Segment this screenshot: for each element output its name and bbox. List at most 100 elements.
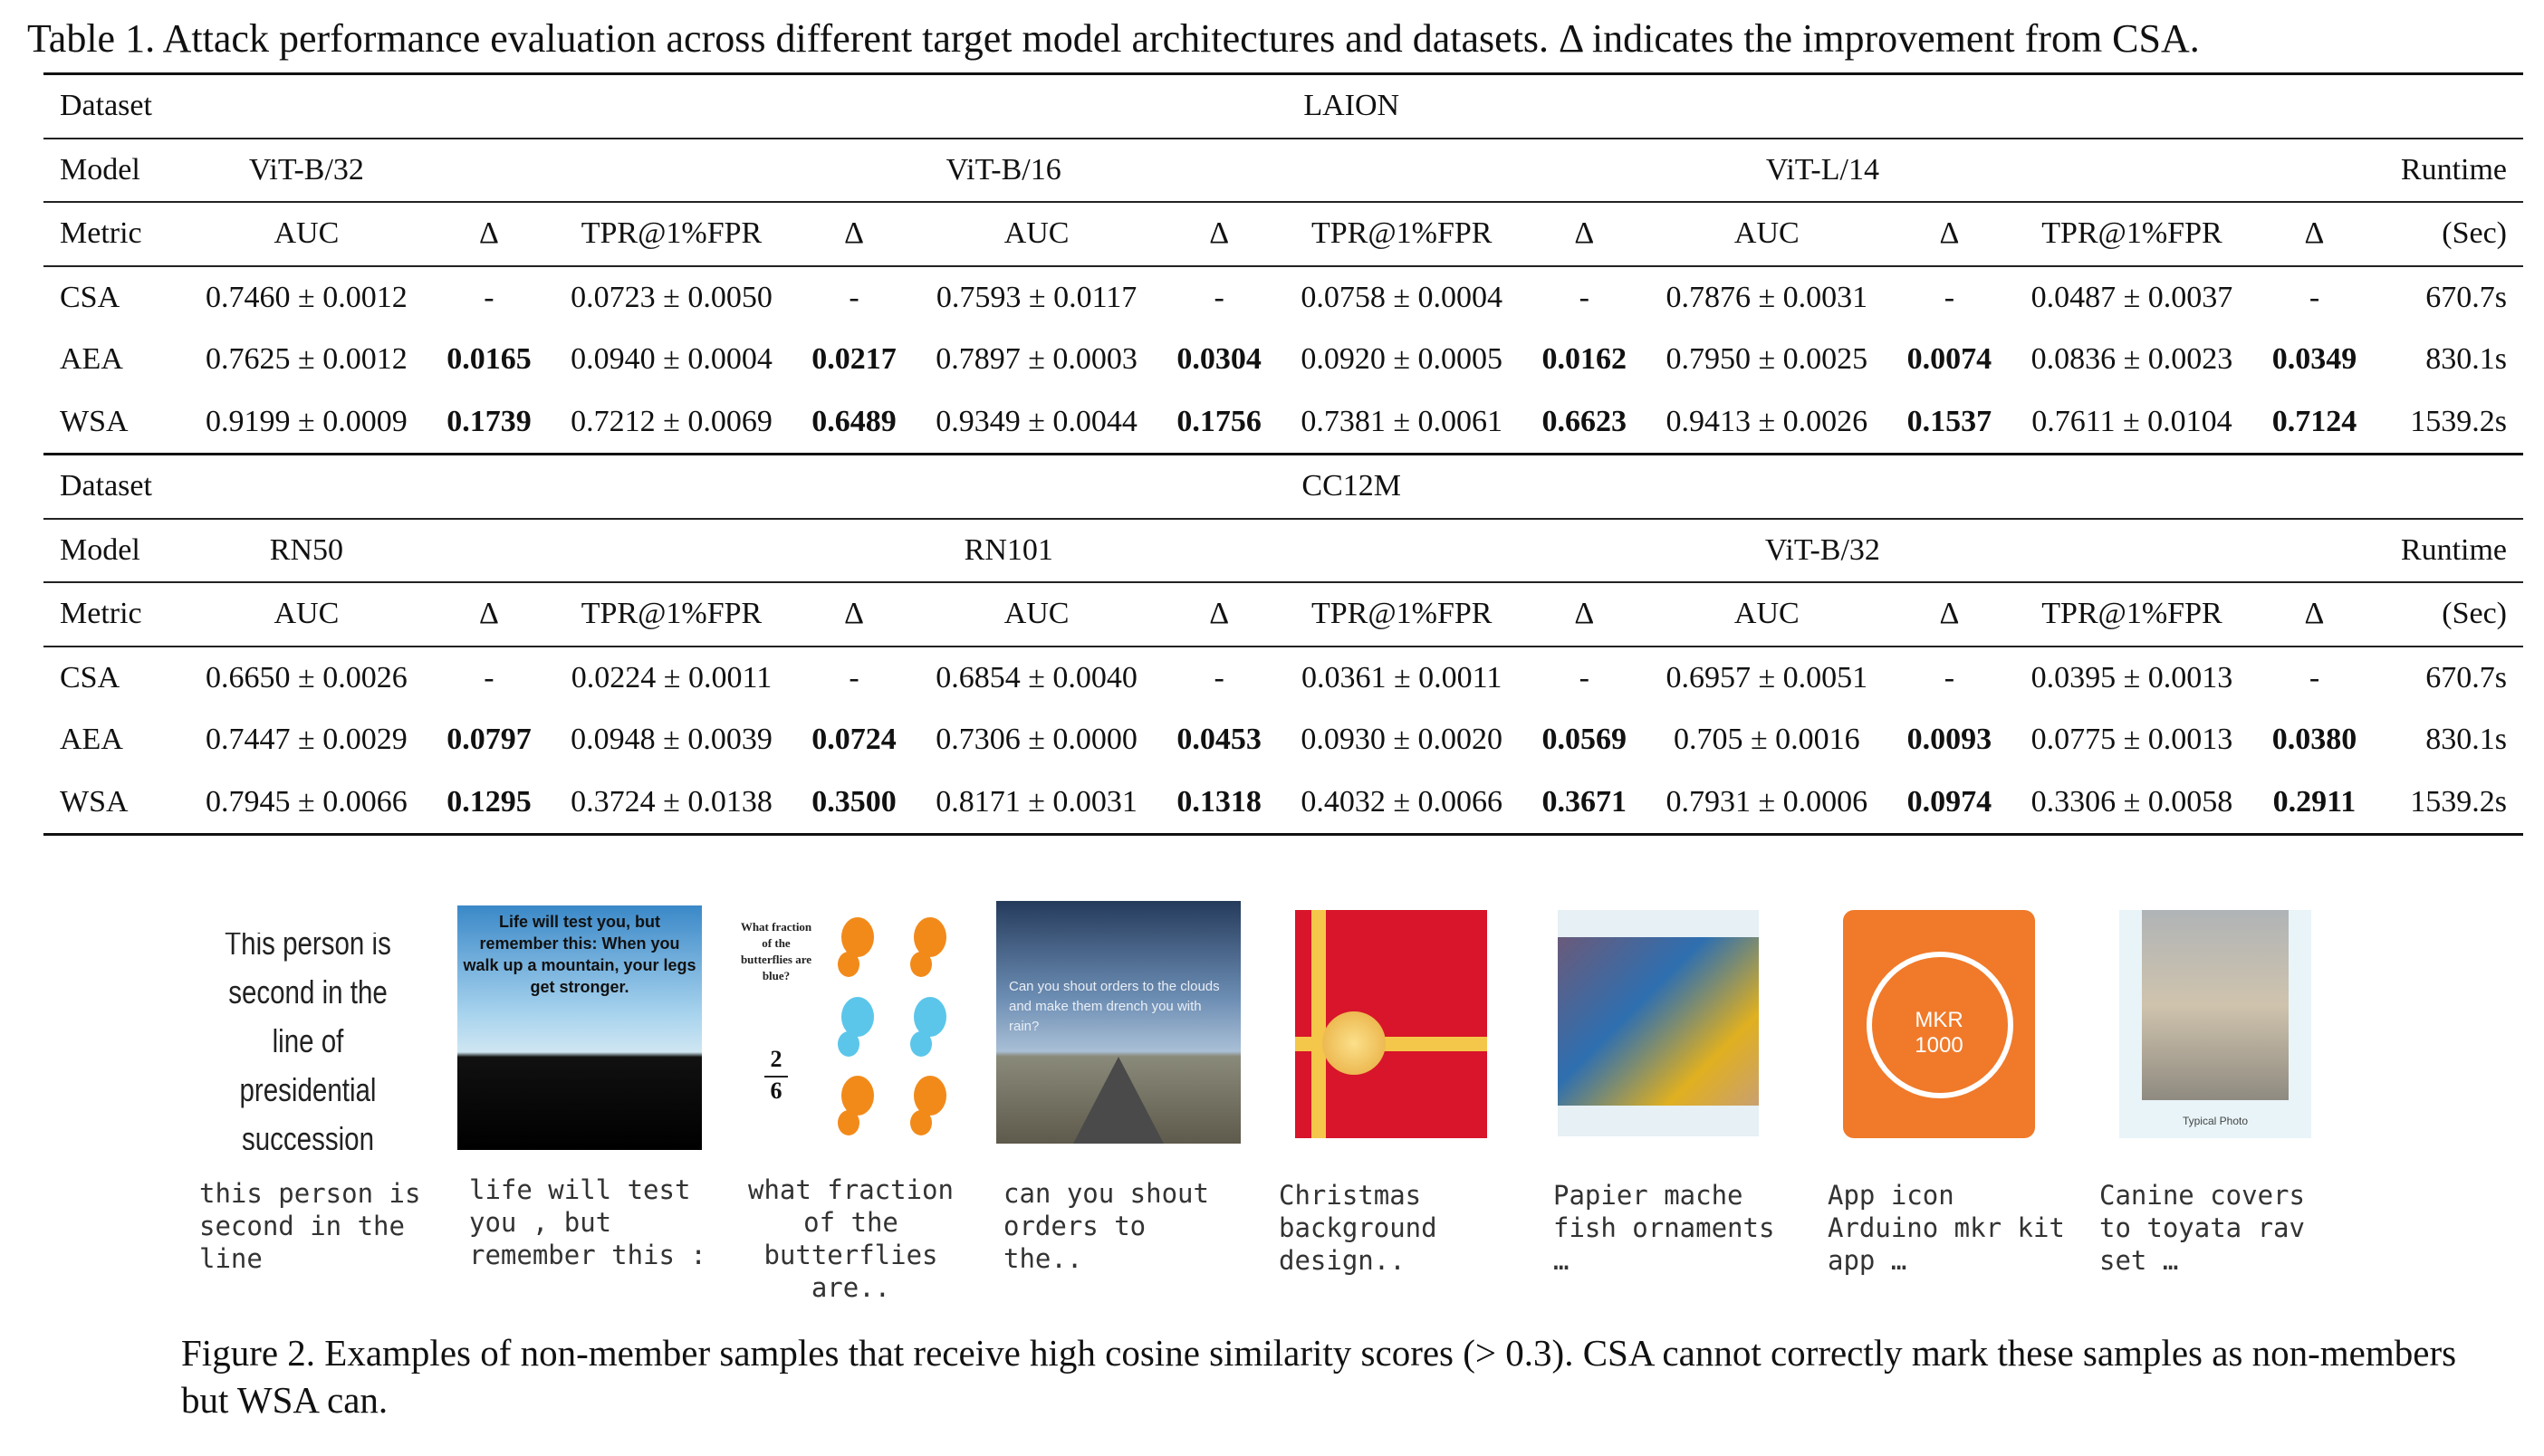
runtime-cell: 830.1s (2425, 723, 2507, 757)
app-icon-ring (1867, 952, 2013, 1098)
value-cell: 0.6854 ± 0.0040 (909, 645, 1164, 709)
runtime-label: Runtime (2370, 517, 2523, 582)
metric-header: Δ (2258, 581, 2371, 647)
sample-image-clouds: Can you shout orders to the clouds and m… (996, 901, 1241, 1144)
dataset-name: LAION (179, 72, 2523, 139)
delta-cell: 0.0724 (811, 723, 897, 757)
delta-cell: 0.2911 (2258, 771, 2371, 836)
value-cell: 0.7945 ± 0.0066 (179, 771, 434, 836)
sample-caption: Papier mache fish ornaments … (1553, 1180, 1775, 1276)
value-cell: 0.0758 ± 0.0004 (1274, 264, 1529, 329)
runtime-unit: (Sec) (2370, 201, 2523, 266)
value-cell: 0.3306 ± 0.0058 (2004, 771, 2259, 836)
delta-cell: 0.3671 (1528, 771, 1640, 836)
dataset-row: Dataset LAION (43, 72, 2523, 139)
model-name: ViT-B/32 (1639, 517, 2005, 582)
value-cell: 0.0487 ± 0.0037 (2004, 264, 2259, 329)
sample-caption: Christmas background design.. (1279, 1180, 1437, 1276)
sample-image-butterflies: What fraction of the butterflies are blu… (735, 910, 971, 1145)
metric-header: Δ (798, 201, 910, 266)
model-name: RN101 (909, 517, 1529, 582)
sample-image-mountain: Life will test you, but remember this: W… (457, 905, 702, 1150)
table-row: CSA 0.6650 ± 0.0026 - 0.0224 ± 0.0011 - … (43, 645, 2523, 709)
value-cell: 0.4032 ± 0.0066 (1274, 771, 1529, 836)
value-cell: 0.7950 ± 0.0025 (1666, 342, 1868, 377)
table-caption: Table 1. Attack performance evaluation a… (27, 16, 2200, 61)
delta-cell: - (433, 264, 545, 329)
method-name: WSA (43, 390, 180, 455)
delta-cell: 0.0074 (1906, 342, 1992, 377)
photo-area (2142, 910, 2289, 1100)
metric-row: Metric AUC Δ TPR@1%FPR Δ AUC Δ TPR@1%FPR… (43, 581, 2523, 647)
value-cell: 0.7931 ± 0.0006 (1639, 771, 1894, 836)
delta-cell: 0.0093 (1906, 723, 1992, 757)
bow-icon (1322, 1011, 1386, 1075)
model-label: Model (43, 517, 180, 582)
value-cell: 0.0395 ± 0.0013 (2004, 645, 2259, 709)
method-name: AEA (60, 342, 123, 377)
method-name: AEA (60, 723, 123, 757)
delta-cell: 0.0349 (2271, 342, 2357, 377)
metric-header: AUC (909, 201, 1164, 266)
method-name: CSA (43, 264, 180, 329)
delta-cell: 0.3500 (798, 771, 910, 836)
metric-row: Metric AUC Δ TPR@1%FPR Δ AUC Δ TPR@1%FPR… (43, 201, 2523, 266)
runtime-cell: 1539.2s (2370, 771, 2523, 836)
value-cell: 0.7212 ± 0.0069 (544, 390, 799, 455)
sample-image-fish (1558, 910, 1759, 1136)
delta-cell: 0.0797 (446, 723, 532, 757)
figure-caption: Figure 2. Examples of non-member samples… (181, 1332, 2457, 1421)
sample-caption: life will test you , but remember this : (469, 1174, 706, 1270)
runtime-label: Runtime (2370, 137, 2523, 202)
sample-image-text: This person is second in the line of pre… (225, 933, 391, 1150)
delta-cell: 0.0162 (1541, 342, 1627, 377)
metric-header: Δ (1893, 581, 2005, 647)
value-cell: 0.6957 ± 0.0051 (1639, 645, 1894, 709)
metric-header: AUC (1639, 201, 1894, 266)
delta-cell: - (1528, 264, 1640, 329)
model-row: Model ViT-B/32 ViT-B/16 ViT-L/14 Runtime (43, 137, 2523, 202)
metric-header: TPR@1%FPR (544, 581, 799, 647)
fraction-numerator: 2 (770, 1046, 782, 1072)
delta-cell: - (1893, 264, 2005, 329)
delta-cell: - (2258, 645, 2371, 709)
model-name: ViT-B/32 (179, 137, 434, 202)
value-cell: 0.7897 ± 0.0003 (936, 342, 1138, 377)
sample-image-text: What fraction of the butterflies are blu… (740, 920, 812, 982)
metric-label: Metric (43, 581, 180, 647)
value-cell: 0.0836 ± 0.0023 (2030, 342, 2233, 377)
value-cell: 0.0775 ± 0.0013 (2030, 723, 2233, 757)
value-cell: 0.0224 ± 0.0011 (544, 645, 799, 709)
sample-caption: what fraction of the butterflies are.. (748, 1174, 954, 1303)
sample-image-christmas (1295, 910, 1487, 1138)
value-cell: 0.9349 ± 0.0044 (909, 390, 1164, 455)
value-cell: 0.7381 ± 0.0061 (1274, 390, 1529, 455)
metric-header: TPR@1%FPR (1274, 201, 1529, 266)
delta-cell: 0.6623 (1528, 390, 1640, 455)
delta-cell: 0.0217 (811, 342, 897, 377)
dataset-row: Dataset CC12M (43, 455, 2523, 519)
value-cell: 0.7306 ± 0.0000 (936, 723, 1138, 757)
delta-cell: 0.0453 (1176, 723, 1262, 757)
delta-cell: - (798, 264, 910, 329)
model-name: ViT-B/16 (909, 137, 1529, 202)
value-cell: 0.6650 ± 0.0026 (179, 645, 434, 709)
runtime-cell: 830.1s (2425, 342, 2507, 377)
metric-header: AUC (909, 581, 1164, 647)
sample-image-text: Can you shout orders to the clouds and m… (1009, 979, 1220, 1034)
sample-image-car-seat: Typical Photo (2119, 910, 2311, 1138)
delta-cell: 0.0974 (1893, 771, 2005, 836)
delta-cell: 0.1295 (433, 771, 545, 836)
metric-label: Metric (43, 201, 180, 266)
fraction-line (764, 1076, 788, 1078)
metric-header: Δ (433, 201, 545, 266)
value-cell: 0.9413 ± 0.0026 (1639, 390, 1894, 455)
metric-header: Δ (2258, 201, 2371, 266)
metric-header: Δ (1893, 201, 2005, 266)
sample-caption: this person is second in the line (199, 1178, 421, 1274)
value-cell: 0.0361 ± 0.0011 (1274, 645, 1529, 709)
runtime-cell: 1539.2s (2370, 390, 2523, 455)
value-cell: 0.7611 ± 0.0104 (2004, 390, 2259, 455)
value-cell: 0.0948 ± 0.0039 (571, 723, 773, 757)
delta-cell: - (2258, 264, 2371, 329)
